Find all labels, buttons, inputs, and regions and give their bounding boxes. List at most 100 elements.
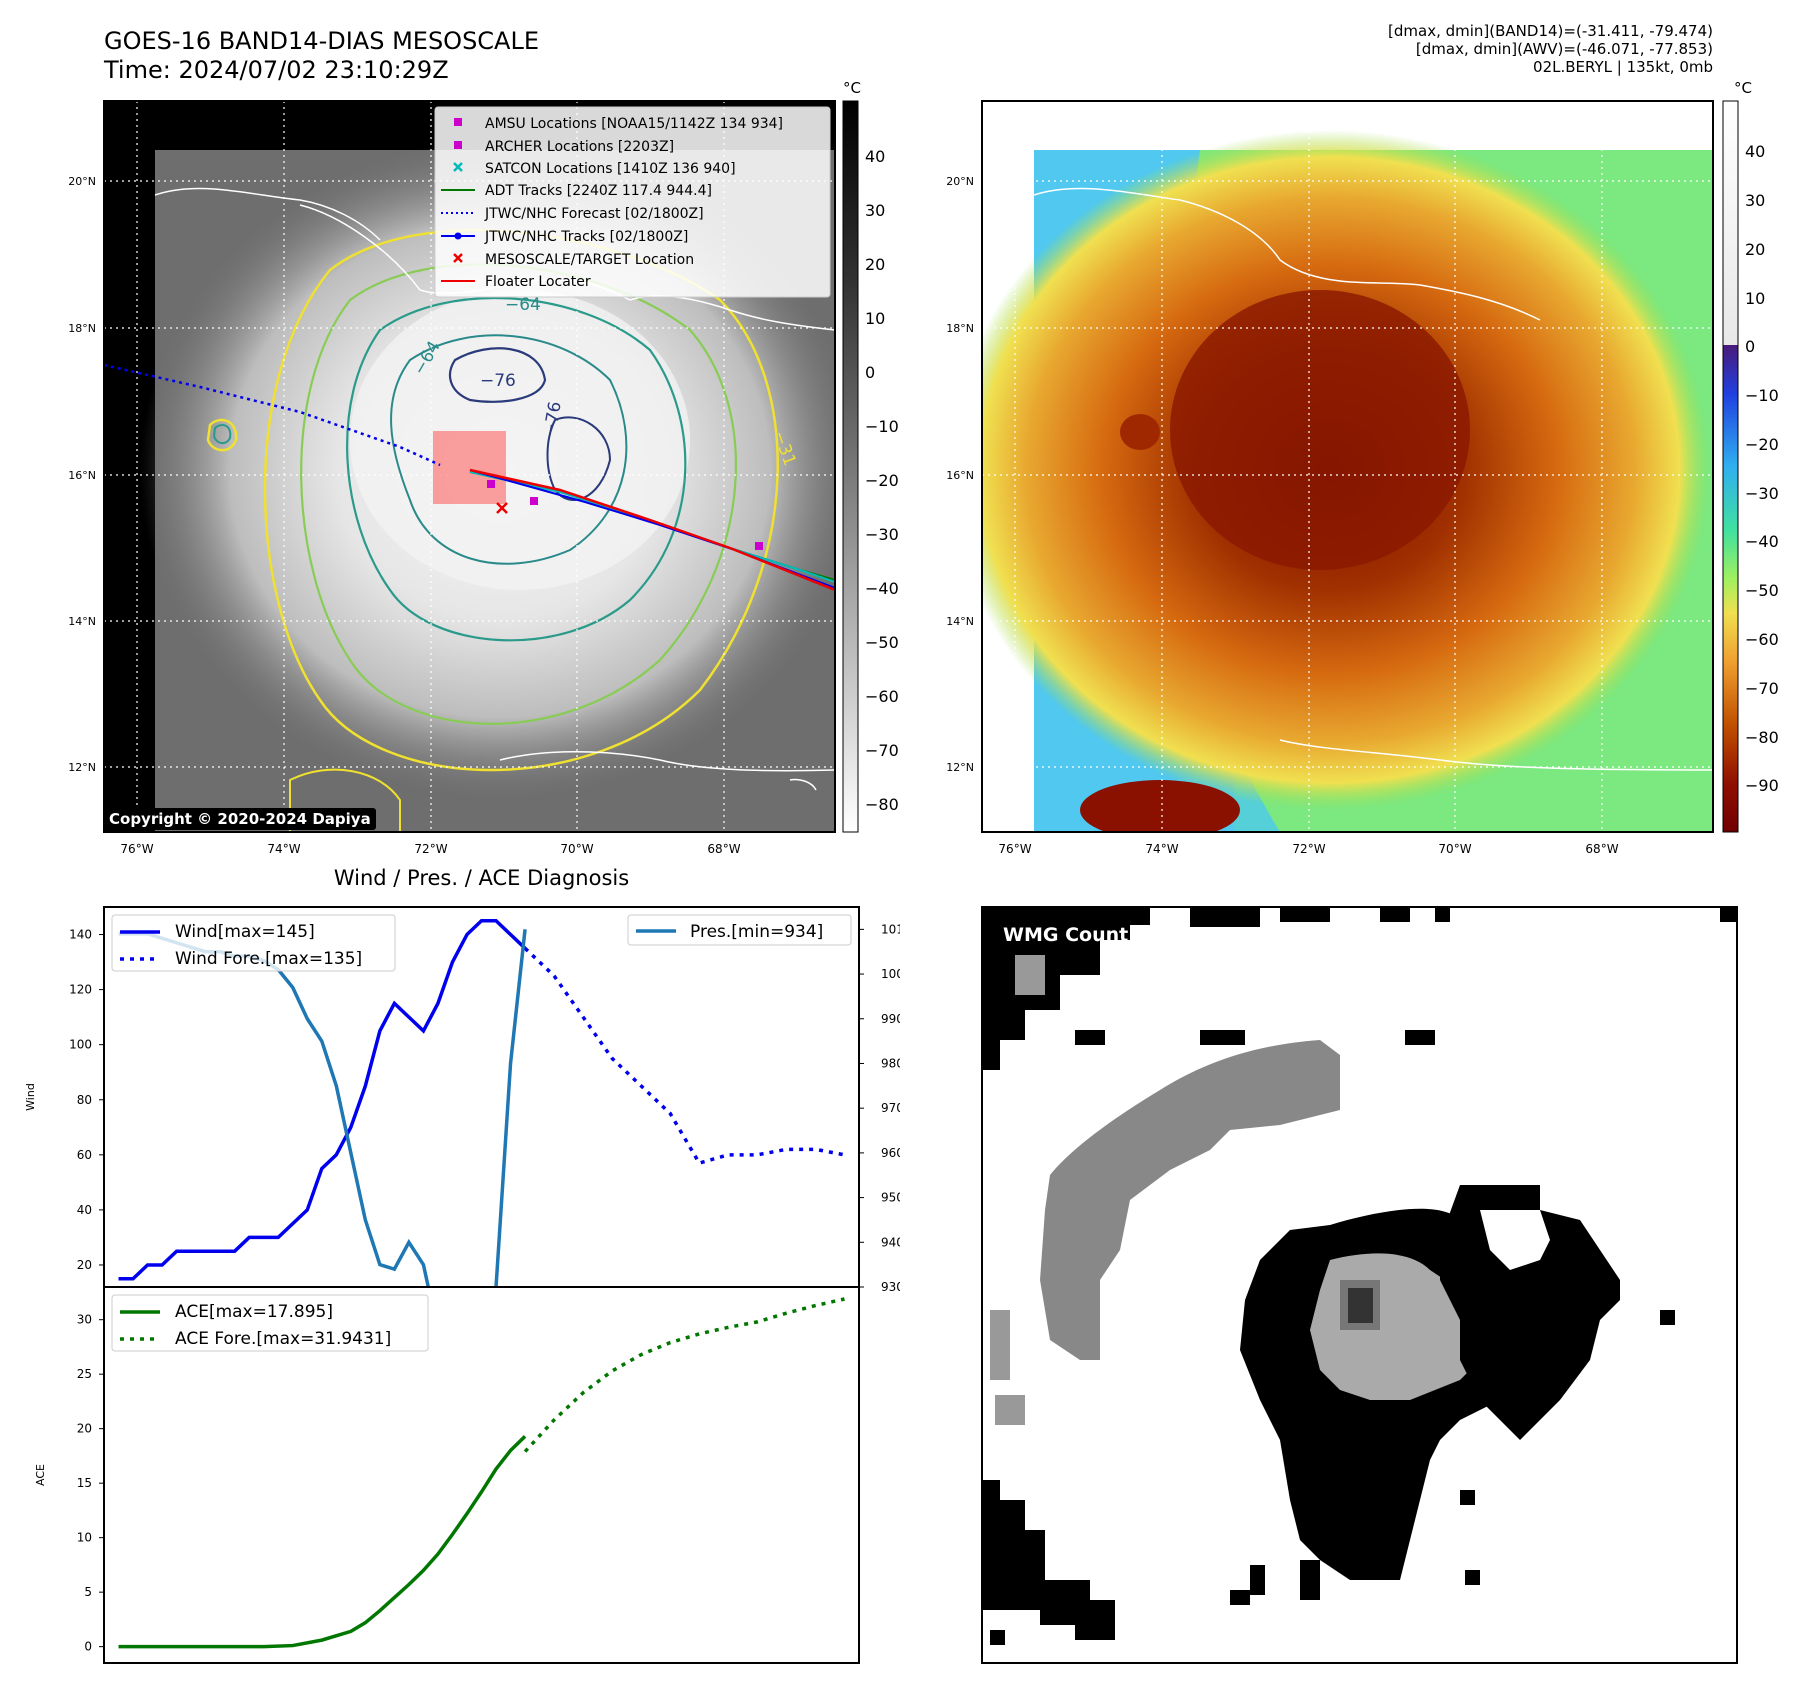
wmg-panel (981, 906, 1738, 1664)
left-cbar-ticks: 40 30 20 10 0 −10 −20 −30 −40 −50 −60 −7… (865, 147, 899, 814)
lon-tick-label: 68°W (707, 842, 740, 856)
lat-tick-label: 20°N (68, 175, 96, 188)
right-cbar-ticks: 40 30 20 10 0 −10 −20 −30 −40 −50 −60 −7… (1745, 142, 1779, 795)
pressure-legend-box (627, 914, 852, 946)
cbar-tick-label: −10 (1745, 386, 1779, 405)
figure-title: GOES-16 BAND14-DIAS MESOSCALE Time: 2024… (104, 27, 539, 85)
wind-series-line (118, 919, 527, 1281)
ace-tick-label: 0 (84, 1640, 92, 1654)
pressure-tick-label: 930 (881, 1280, 900, 1294)
cbar-tick-label: −20 (865, 471, 899, 490)
wmg-frame (981, 906, 1738, 1664)
info-line-3: 02L.BERYL | 135kt, 0mb (1533, 58, 1713, 76)
lon-tick-label: 70°W (560, 842, 593, 856)
cbar-tick-label: −60 (1745, 630, 1779, 649)
band14-image (104, 101, 835, 832)
pressure-tick-label: 1000 (881, 967, 900, 981)
wind-tick-label: 80 (77, 1093, 92, 1107)
cbar-tick-label: −20 (1745, 435, 1779, 454)
legend-tracks-dot (454, 232, 462, 240)
cbar-tick-label: 40 (865, 147, 885, 166)
cbar-tick-label: 10 (1745, 289, 1765, 308)
wind-tick-label: 140 (69, 928, 92, 942)
ace-tick-label: 30 (77, 1313, 92, 1327)
lat-tick-label: 16°N (946, 469, 974, 482)
title-line-1: GOES-16 BAND14-DIAS MESOSCALE (104, 27, 540, 55)
lat-tick-label: 14°N (946, 615, 974, 628)
legend-label: JTWC/NHC Forecast [02/1800Z] (484, 206, 704, 222)
cbar-tick-label: 30 (865, 201, 885, 220)
band14-colorbar (842, 100, 859, 833)
awv-map-frame (981, 100, 1714, 833)
wind-forecast-line (523, 947, 845, 1166)
diagnosis-chart: 2040608010012014093094095096097098099010… (24, 906, 900, 1664)
legend-amsu-marker (454, 118, 462, 126)
cbar-tick-label: −40 (1745, 532, 1779, 551)
lat-tick-label: 18°N (946, 322, 974, 335)
band14-map-panel: −76 −76 −64 −31 −64 76°W 74°W 72°W 70°W … (68, 79, 899, 856)
lon-tick-label: 68°W (1585, 842, 1618, 856)
pressure-legend-label: Pres.[min=934] (690, 922, 823, 942)
lat-tick-label: 12°N (946, 761, 974, 774)
wmg-image (982, 907, 1737, 1645)
awv-colorbar-top (1723, 101, 1738, 345)
cbar-tick-label: −70 (1745, 679, 1779, 698)
lon-tick-label: 70°W (1438, 842, 1471, 856)
pressure-tick-label: 970 (881, 1101, 900, 1115)
floater-box (433, 431, 506, 504)
ace-tick-label: 10 (77, 1531, 92, 1545)
awv-image (982, 101, 1713, 832)
left-map-lat-ticks: 20°N 18°N 16°N 14°N 12°N (68, 175, 96, 774)
archer-marker (530, 497, 538, 505)
left-cbar-unit: °C (843, 79, 861, 97)
pressure-tick-label: 990 (881, 1012, 900, 1026)
legend-label: Floater Locater (485, 274, 591, 290)
ace-legend-label: ACE Fore.[max=31.9431] (175, 1329, 391, 1349)
right-map-lat-ticks: 20°N 18°N 16°N 14°N 12°N (946, 175, 974, 774)
ace-legend-box (111, 1294, 429, 1352)
diagnosis-chart-title: Wind / Pres. / ACE Diagnosis (333, 866, 630, 890)
legend-target-marker (453, 253, 463, 263)
wind-tick-label: 60 (77, 1148, 92, 1162)
wind-tick-label: 40 (77, 1203, 92, 1217)
ace-legend-label: ACE[max=17.895] (175, 1302, 333, 1322)
lat-tick-label: 16°N (68, 469, 96, 482)
ace-panel: 0 5 10 15 20 25 30 ACE ACE[max=17.895] ACE Fore.[… (34, 1286, 860, 1664)
ace-tick-label: 20 (77, 1422, 92, 1436)
lon-tick-label: 76°W (120, 842, 153, 856)
amsu-marker (487, 480, 495, 488)
lon-tick-label: 74°W (1145, 842, 1178, 856)
lat-tick-label: 20°N (946, 175, 974, 188)
lon-tick-label: 76°W (998, 842, 1031, 856)
legend-archer-marker (454, 141, 462, 149)
pressure-legend: Pres.[min=934] (627, 914, 852, 946)
band14-map-frame (103, 100, 836, 833)
cbar-tick-label: −60 (865, 687, 899, 706)
legend-label: ADT Tracks [2240Z 117.4 944.4] (485, 183, 712, 199)
ace-legend: ACE[max=17.895] ACE Fore.[max=31.9431] (111, 1294, 429, 1352)
cbar-tick-label: 20 (1745, 240, 1765, 259)
contour-label: −64 (505, 295, 541, 315)
map-legend: AMSU Locations [NOAA15/1142Z 134 934] AR… (434, 106, 831, 298)
lat-tick-label: 14°N (68, 615, 96, 628)
lon-tick-label: 74°W (267, 842, 300, 856)
wind-axis-label: Wind (24, 1083, 37, 1111)
wind-legend-label: Wind Fore.[max=135] (175, 949, 362, 969)
right-cbar-unit: °C (1734, 79, 1752, 97)
left-map-lon-ticks: 76°W 74°W 72°W 70°W 68°W (120, 842, 740, 856)
ace-axis-label: ACE (34, 1464, 47, 1486)
cbar-tick-label: 40 (1745, 142, 1765, 161)
wmg-count-label: WMG Count: 0 (1003, 924, 1156, 946)
cbar-tick-label: −70 (865, 741, 899, 760)
cbar-tick-label: 20 (865, 255, 885, 274)
copyright-badge: Copyright © 2020-2024 Dapiya (104, 808, 376, 830)
ace-tick-label: 5 (84, 1585, 92, 1599)
legend-label: MESOSCALE/TARGET Location (485, 252, 694, 268)
cbar-tick-label: −40 (865, 579, 899, 598)
cbar-tick-label: 30 (1745, 191, 1765, 210)
wind-tick-label: 20 (77, 1258, 92, 1272)
cbar-tick-label: −80 (865, 795, 899, 814)
right-map-lon-ticks: 76°W 74°W 72°W 70°W 68°W (998, 842, 1618, 856)
lon-tick-label: 72°W (1292, 842, 1325, 856)
